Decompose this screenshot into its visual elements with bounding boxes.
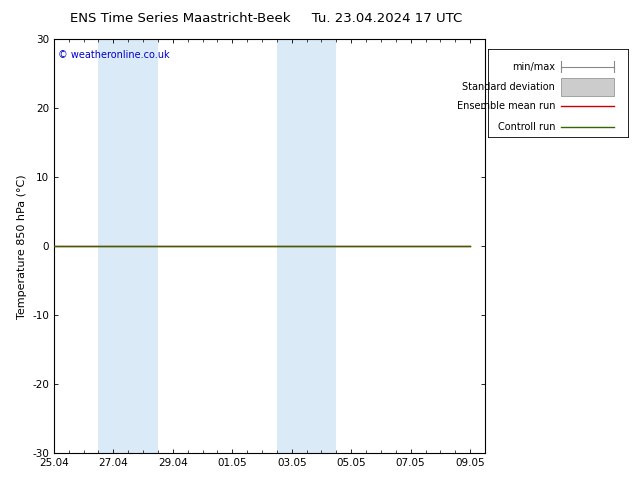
Text: Ensemble mean run: Ensemble mean run [456, 101, 555, 111]
Text: ENS Time Series Maastricht-Beek     Tu. 23.04.2024 17 UTC: ENS Time Series Maastricht-Beek Tu. 23.0… [70, 12, 462, 25]
Bar [277, 39, 337, 453]
Text: Controll run: Controll run [498, 122, 555, 132]
Text: min/max: min/max [512, 62, 555, 72]
Y-axis label: Temperature 850 hPa (°C): Temperature 850 hPa (°C) [16, 174, 27, 318]
Bar [98, 39, 158, 453]
Text: © weatheronline.co.uk: © weatheronline.co.uk [58, 49, 170, 60]
Text: Standard deviation: Standard deviation [462, 82, 555, 92]
FancyBboxPatch shape [560, 78, 614, 96]
